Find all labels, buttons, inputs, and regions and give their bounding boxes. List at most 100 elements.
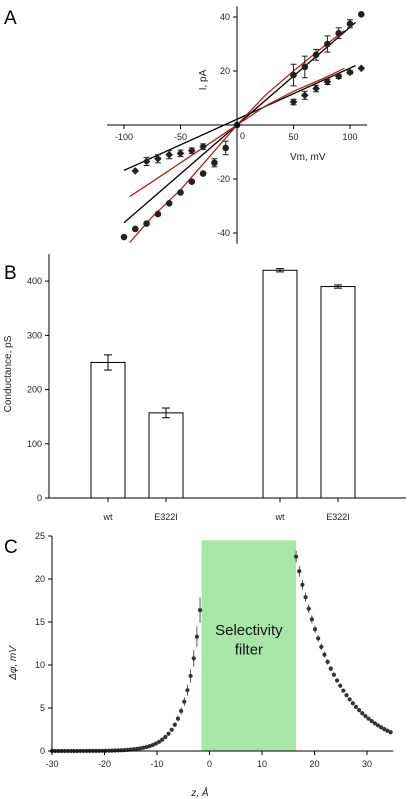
panel-a-point-circle [358,11,365,18]
panel-c-x-tick-label: -30 [45,759,58,769]
panel-b-y-tick-label: 200 [27,385,42,395]
panel-c-point [182,699,187,704]
panel-c-point [385,728,390,733]
panel-c-point [179,708,184,714]
panel-c-point [360,711,365,716]
panel-a-fit-line-1 [123,65,356,171]
panel-c-point [197,607,203,613]
panel-c-y-tick-label: 5 [40,703,45,713]
panel-a-point-circle [154,210,162,218]
panel-c-point [306,606,311,611]
panel-c-point [312,627,318,632]
panel-a-point-diamond [323,78,332,86]
panel-b-y-tick-label: 300 [27,330,42,340]
panel-b-bar [148,412,184,499]
panel-c-point [303,595,308,600]
panel-a-point-circle [120,233,128,241]
panel-c-point [153,741,159,746]
panel-c-point [353,704,359,709]
panel-a-ylabel: I, pA [198,69,209,90]
panel-b-y-tick-label: 100 [27,439,42,449]
panel-b-bar [262,269,298,499]
panel-b-ylabel: Conductance, pS [3,335,14,412]
panel-c-point [382,727,387,732]
panel-c-point [166,731,171,736]
panel-c-ylabel: Δφ, mV [8,645,19,681]
panel-c-y-tick-label: 20 [35,574,45,584]
panel-a-x-tick-label: 0 [240,131,245,141]
panel-a-point-circle [290,71,297,79]
panel-a-xlabel: Vm, mV [290,152,326,163]
panel-c-point [297,569,302,574]
panel-c-point [363,713,368,719]
panel-a-point-circle [211,159,218,167]
panel-a-point-diamond [165,150,173,159]
panel-c-x-tick-label: 30 [362,759,372,769]
panel-b-y-tick-label: 400 [27,276,42,286]
panel-c-point [334,678,340,683]
panel-a-point-diamond [154,154,162,163]
panel-a-point-diamond [289,98,298,106]
panel-a-point-diamond [334,72,343,81]
panel-c-point [150,742,155,748]
panel-c-point [322,652,327,657]
panel-a-point-circle [324,40,331,48]
panel-a-point-circle [188,178,196,185]
panel-c-point [375,723,381,728]
panel-c-point [388,730,393,735]
panel-a-point-diamond [188,146,196,155]
panel-b-category-label: wt [275,512,285,522]
panel-c-point [379,725,384,730]
panel-c-point [338,683,343,688]
panel-c-point [175,716,181,721]
panel-c-point [188,673,193,679]
panel-c-point [341,688,346,693]
panel-a-y-tick-label: -20 [217,174,230,184]
panel-c-y-tick-label: 15 [35,617,45,627]
panel-a-point-diamond [176,149,185,158]
panel-a-point-circle [143,220,150,227]
panel-b-category-label: E322I [326,512,350,522]
panel-c-point [344,693,349,698]
panel-a-y-tick-label: 40 [220,12,230,22]
panel-c-point [160,737,165,742]
panel-c-point [157,739,162,744]
panel-c-point [357,708,362,713]
panel-label-b: B [4,263,17,284]
panel-c-point [331,672,337,677]
panel-a-point-circle [301,63,309,71]
panel-c-point [172,722,177,727]
panel-a-point-circle [199,170,207,177]
panel-c-x-tick-label: -20 [98,759,111,769]
panel-c-point [372,721,377,726]
panel-a-point-diamond [131,167,140,175]
panel-c-point [294,554,299,559]
chart-panel-c: Selectivity filter -30 -20 -10 0 10 20 30 0 5 10 1… [8,531,394,799]
panel-c-y-tick-label: 0 [40,746,45,756]
panel-a-point-circle [312,51,320,59]
panel-a-point-circle [177,189,184,196]
panel-b-y-tick-label: 0 [37,493,42,503]
panel-c-point [191,656,196,661]
panel-a-y-tick-label: 20 [220,66,230,76]
panel-c-point [347,697,352,702]
selectivity-filter-region [201,540,297,751]
panel-a-x-tick-label: 100 [342,132,357,142]
panel-b-category-label: wt [103,512,113,522]
panel-label-c: C [4,537,18,558]
panel-c-x-tick-label: -10 [150,759,163,769]
panel-a-x-tick-label: -50 [174,132,187,142]
panel-b-bar [90,361,126,499]
panel-a-x-tick-label: 50 [288,132,298,142]
panel-c-x-tick-label: 0 [207,759,212,769]
panel-c-point [328,666,333,671]
panel-b-bar [320,286,356,499]
panel-c-point [185,688,190,693]
panel-a-point-diamond [357,64,366,73]
panel-c-x-tick-label: 20 [309,759,319,769]
chart-panel-b: 0 100 200 300 400 wt E322I wt E322I Conductance,… [3,254,406,522]
panel-a-point-diamond [346,68,354,77]
panel-c-point [319,644,324,649]
panel-a-point-circle [346,20,354,28]
